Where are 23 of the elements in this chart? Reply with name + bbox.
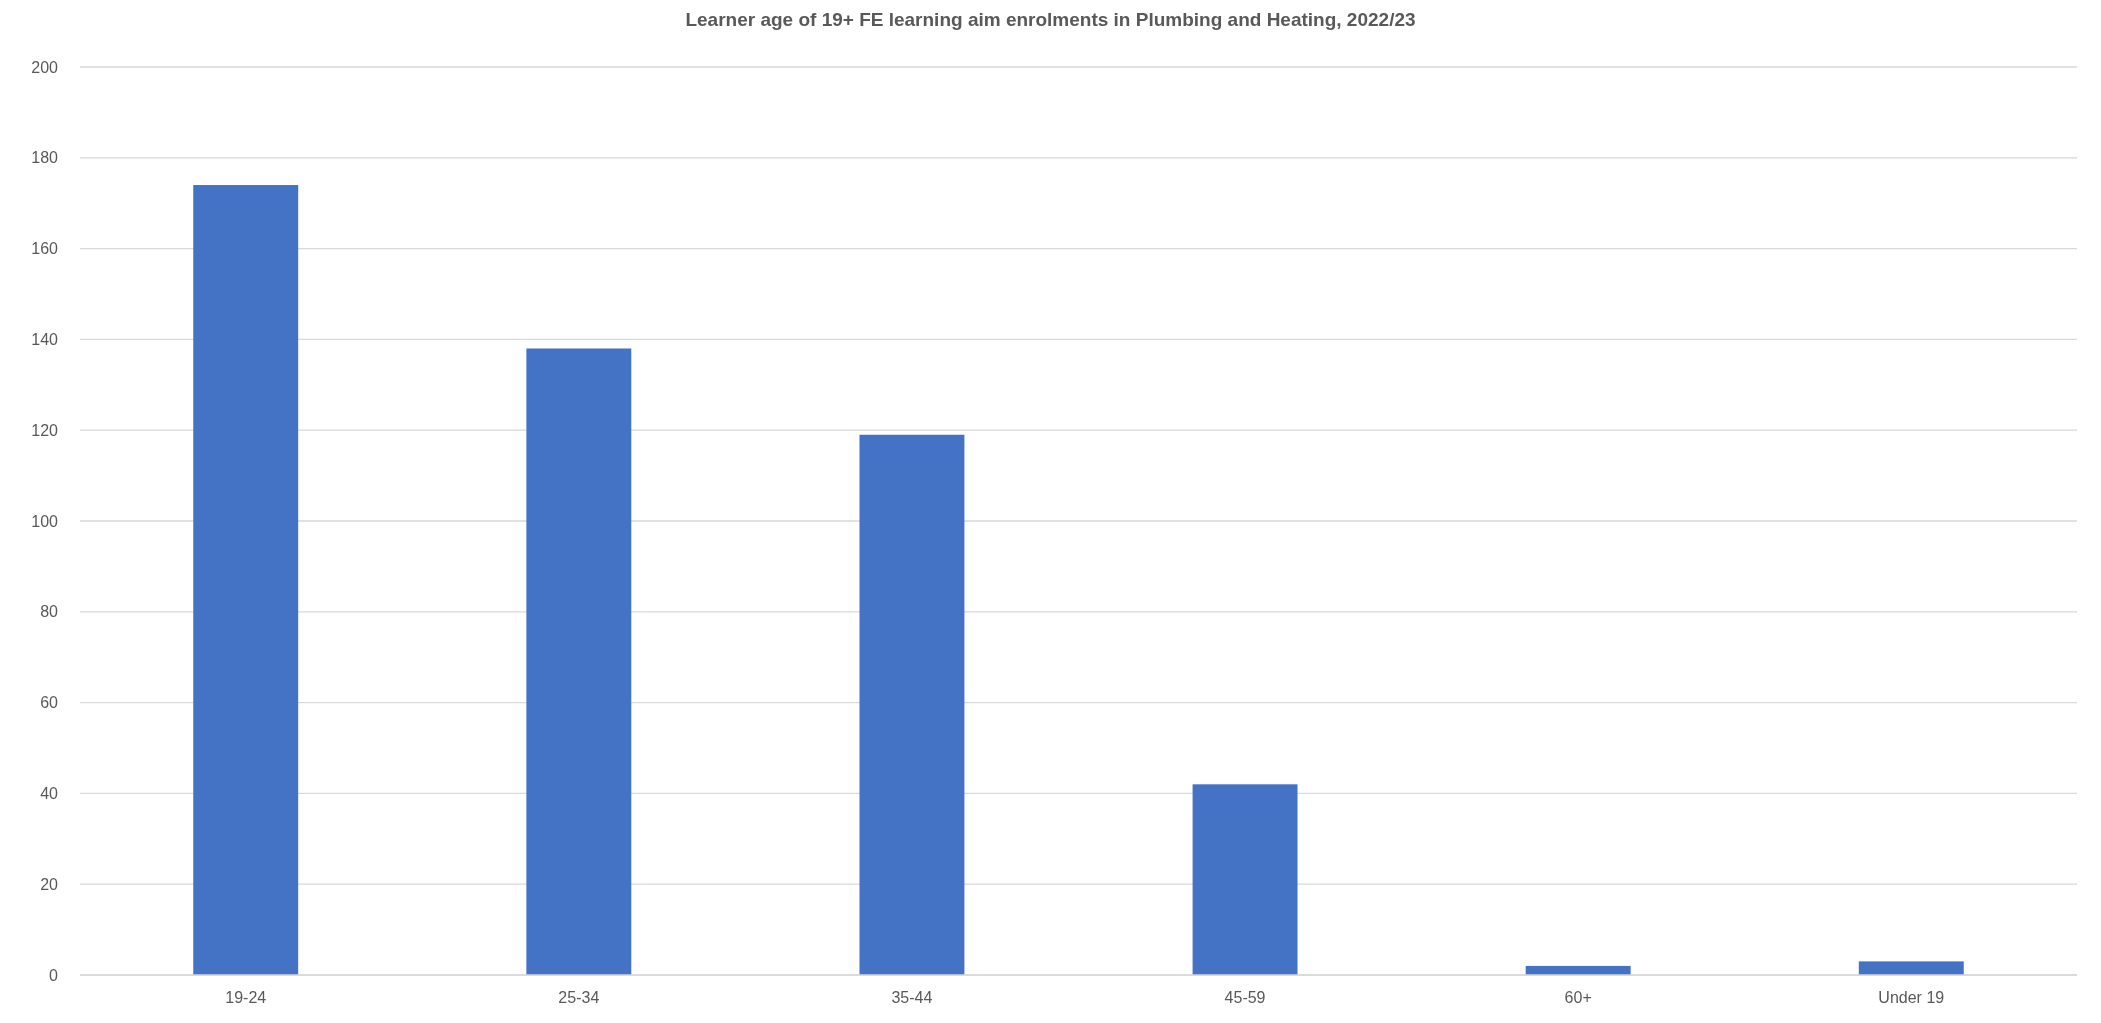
y-tick-label: 160 bbox=[31, 240, 59, 258]
bar bbox=[859, 434, 965, 975]
y-tick-label: 60 bbox=[40, 694, 59, 712]
y-tick-label: 140 bbox=[31, 331, 59, 348]
y-tick-label: 120 bbox=[31, 421, 59, 439]
chart-title: Learner age of 19+ FE learning aim enrolments in Plumbing and Heating, 2022/23 bbox=[685, 9, 1416, 30]
bar bbox=[1192, 784, 1298, 975]
bar bbox=[1858, 961, 1964, 975]
x-tick-label: 60+ bbox=[1564, 989, 1592, 1006]
bar bbox=[526, 348, 632, 975]
y-tick-label: 100 bbox=[31, 512, 59, 530]
y-tick-label: 0 bbox=[49, 966, 59, 984]
bar bbox=[193, 185, 299, 975]
y-tick-label: 200 bbox=[31, 58, 59, 76]
x-tick-label: 25-34 bbox=[558, 989, 600, 1006]
x-tick-label: 19-24 bbox=[225, 989, 267, 1006]
y-tick-label: 40 bbox=[40, 785, 59, 802]
y-tick-label: 80 bbox=[40, 603, 59, 621]
y-tick-label: 180 bbox=[31, 149, 59, 167]
x-tick-label: Under 19 bbox=[1878, 989, 1945, 1006]
x-tick-label: 35-44 bbox=[891, 989, 933, 1006]
y-tick-label: 20 bbox=[40, 875, 59, 893]
x-tick-label: 45-59 bbox=[1224, 989, 1266, 1006]
